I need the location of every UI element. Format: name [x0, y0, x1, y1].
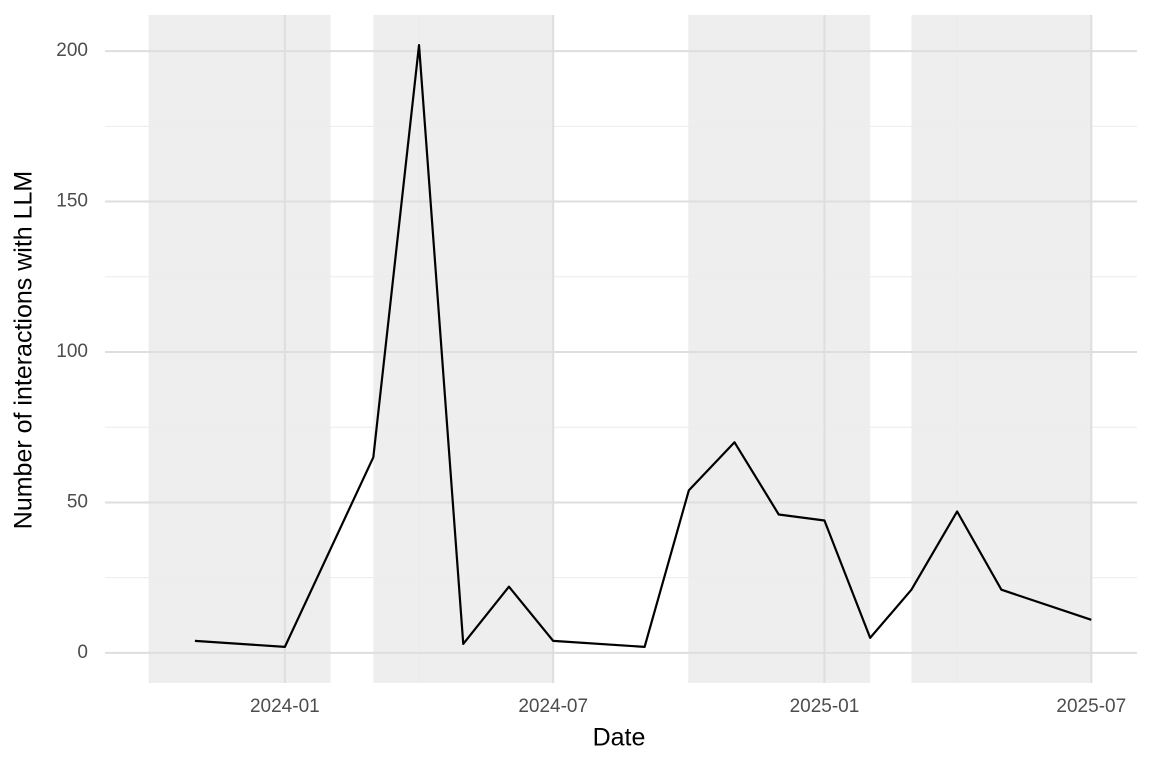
data-line — [194, 43, 1092, 648]
y-tick-label: 50 — [67, 491, 88, 512]
x-axis-title: Date — [593, 724, 646, 752]
y-tick-label: 150 — [56, 191, 88, 212]
y-tick-label: 200 — [56, 40, 88, 61]
x-tick-label: 2024-07 — [518, 696, 588, 717]
x-tick-label: 2024-01 — [250, 696, 320, 717]
shaded-period — [373, 15, 554, 683]
shaded-period — [688, 15, 871, 683]
shaded-period — [149, 15, 331, 683]
y-axis-title: Number of interactions with LLM — [10, 171, 38, 529]
x-tick-label: 2025-01 — [790, 696, 860, 717]
y-tick-label: 100 — [56, 341, 88, 362]
x-tick-label: 2025-07 — [1056, 696, 1126, 717]
y-tick-label: 0 — [77, 642, 88, 663]
shaded-period — [911, 15, 1092, 683]
